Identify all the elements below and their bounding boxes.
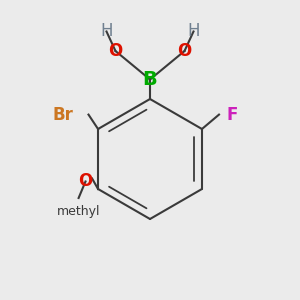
Text: H: H — [100, 22, 113, 40]
Text: O: O — [108, 42, 123, 60]
Text: O: O — [78, 172, 93, 190]
Text: F: F — [226, 106, 238, 124]
Text: O: O — [177, 42, 192, 60]
Text: H: H — [187, 22, 200, 40]
Text: Br: Br — [52, 106, 74, 124]
Text: B: B — [142, 70, 158, 89]
Text: methyl: methyl — [57, 206, 100, 218]
